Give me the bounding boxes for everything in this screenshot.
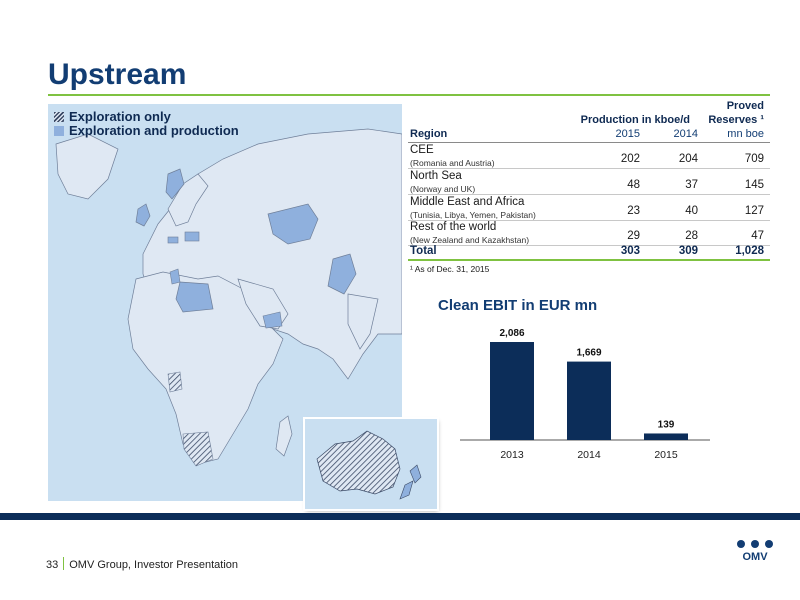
year-2015-header: 2015 [615,128,640,140]
year-2014-header: 2014 [673,128,698,140]
total-label: Total [410,245,437,257]
region-name: Middle East and Africa [410,196,525,208]
legend-label: Exploration only [69,109,171,124]
legend-label: Exploration and production [69,123,239,138]
production-2015: 23 [627,205,640,217]
table-row: Rest of the world (New Zealand and Kazak… [408,220,770,246]
chart-title: Clean EBIT in EUR mn [438,297,598,314]
table-footnote: ¹ As of Dec. 31, 2015 [410,264,490,274]
legend-item-exploration-only: Exploration only [54,110,239,124]
production-2015: 202 [620,153,640,165]
hatched-swatch-icon [54,112,64,122]
proved-reserves: 127 [744,205,764,217]
table-row: Middle East and Africa (Tunisia, Libya, … [408,195,770,221]
legend-item-exploration-production: Exploration and production [54,124,239,138]
production-2014: 28 [685,230,698,242]
solid-swatch-icon [54,126,64,136]
proved-reserves: 145 [744,179,764,191]
bar-2013 [490,342,534,440]
production-2015: 29 [627,230,640,242]
slide-footer: 33 OMV Group, Investor Presentation [46,557,238,571]
total-production-2014: 309 [678,245,698,257]
operations-map: Exploration only Exploration and product… [48,104,402,501]
logo-dots-icon [737,540,773,551]
region-column-header: Region [410,128,448,140]
bar-value-label: 2,086 [499,328,524,339]
reserves-header-line1: Proved [726,100,764,112]
production-2014: 40 [685,205,698,217]
region-name: Rest of the world [410,221,497,233]
production-2014: 204 [678,153,698,165]
reserves-unit-header: mn boe [727,128,764,140]
table-row: North Sea (Norway and UK) 48 37 145 [408,169,770,195]
reserves-header-line2: Reserves ¹ [708,114,764,126]
page-number: 33 [46,559,59,571]
footer-separator [63,557,65,570]
table-header-row: Region 2015 2014 mn boe [408,128,770,143]
clean-ebit-bar-chart: 2,086 2013 1,669 2014 139 2015 [460,328,710,461]
category-label: 2015 [654,449,678,461]
world-map-graphic [55,128,402,467]
footer-text: OMV Group, Investor Presentation [69,559,238,571]
bar-2015 [644,433,688,440]
bar-2014 [567,361,611,440]
proved-reserves: 47 [751,230,764,242]
australia-graphic [316,430,422,500]
bar-value-label: 139 [658,419,675,430]
title-divider [48,94,770,96]
production-2014: 37 [685,179,698,191]
region-detail: (Norway and UK) [410,184,476,194]
table-row: CEE (Romania and Austria) 202 204 709 [408,143,770,169]
logo-text: OMV [742,551,768,563]
page-title: Upstream [48,58,187,91]
total-reserves: 1,028 [735,245,764,257]
proved-reserves: 709 [744,153,764,165]
omv-logo: OMV [737,540,773,563]
region-detail: (Tunisia, Libya, Yemen, Pakistan) [410,210,536,220]
australia-inset-map [305,419,437,509]
region-name: CEE [410,144,434,156]
category-label: 2014 [577,449,601,461]
table-total-row: Total 303 309 1,028 [408,245,770,261]
region-detail: (Romania and Austria) [410,158,495,168]
category-label: 2013 [500,449,524,461]
production-2015: 48 [627,179,640,191]
region-name: North Sea [410,170,462,182]
map-legend: Exploration only Exploration and product… [54,110,239,138]
total-production-2015: 303 [620,245,640,257]
production-header: Production in kboe/d [580,114,690,126]
bar-value-label: 1,669 [576,348,601,359]
region-detail: (New Zealand and Kazakhstan) [410,235,530,245]
bottom-band [0,513,800,520]
